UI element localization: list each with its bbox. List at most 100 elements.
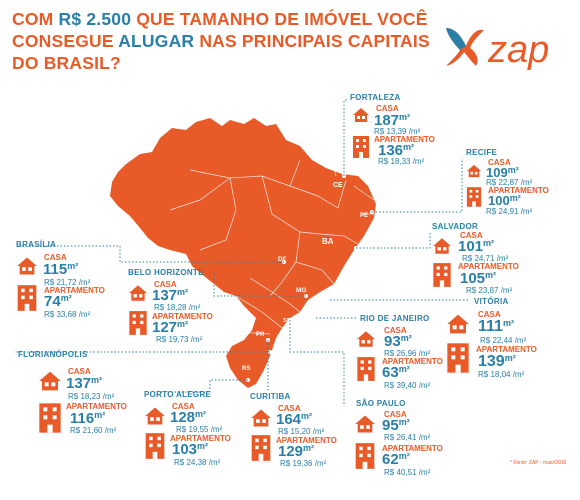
building-icon bbox=[145, 433, 165, 459]
label-casa: CASA bbox=[44, 253, 67, 262]
area-casa-vitoria: 111m² bbox=[478, 318, 514, 335]
price-apto-vitoria: R$ 18,04 /m² bbox=[478, 370, 525, 379]
area-apto-vitoria: 139m² bbox=[478, 353, 516, 370]
label-apartamento: APARTAMENTO bbox=[476, 345, 537, 354]
label-apartamento: APARTAMENTO bbox=[152, 312, 213, 321]
building-icon bbox=[466, 187, 482, 207]
house-icon bbox=[355, 415, 375, 433]
house-icon bbox=[433, 238, 451, 254]
area-apto-brasilia: 74m² bbox=[44, 293, 72, 310]
label-apartamento: APARTAMENTO bbox=[382, 357, 443, 366]
price-apto-rio: R$ 39,40 /m² bbox=[384, 381, 431, 390]
price-casa-vitoria: R$ 22,44 /m² bbox=[480, 336, 527, 345]
city-name-vitoria: VITÓRIA bbox=[474, 297, 509, 306]
house-icon bbox=[145, 407, 165, 425]
state-label-df: DF bbox=[278, 257, 286, 263]
state-label-es: ES bbox=[327, 293, 335, 299]
city-name-brasilia: BRASÍLIA bbox=[16, 240, 57, 249]
price-apto-salvador: R$ 23,87 /m² bbox=[466, 286, 513, 295]
area-casa-brasilia: 115m² bbox=[43, 261, 79, 278]
area-apto-poa: 103m² bbox=[172, 441, 209, 458]
building-icon bbox=[39, 403, 61, 433]
label-apartamento: APARTAMENTO bbox=[44, 286, 105, 295]
area-apto-sp: 62m² bbox=[382, 451, 410, 468]
price-casa-sp: R$ 26,41 /m² bbox=[384, 433, 431, 442]
price-casa-floripa: R$ 18,23 /m² bbox=[68, 392, 115, 401]
label-casa: CASA bbox=[488, 158, 511, 167]
city-name-curitiba: CURITIBA bbox=[250, 392, 291, 401]
price-apto-fortaleza: R$ 18,33 /m² bbox=[378, 157, 425, 166]
state-label-ce: CE bbox=[333, 182, 343, 189]
title-highlight-price: R$ 2.500 bbox=[58, 9, 132, 29]
price-apto-poa: R$ 24,38 /m² bbox=[174, 458, 221, 467]
city-name-floripa: FLORIANÓPOLIS bbox=[18, 350, 88, 359]
state-label-mg: MG bbox=[296, 287, 306, 294]
state-borders bbox=[169, 149, 375, 335]
price-casa-brasilia: R$ 21,72 /m² bbox=[44, 278, 91, 287]
state-label-ba: BA bbox=[322, 237, 334, 246]
price-casa-bh: R$ 18,28 /m² bbox=[154, 303, 201, 312]
price-apto-bh: R$ 19,73 /m² bbox=[156, 335, 203, 344]
brazil-shape bbox=[110, 118, 376, 388]
city-name-rio: RIO DE JANEIRO bbox=[360, 314, 430, 323]
area-casa-salvador: 101m² bbox=[458, 238, 495, 255]
city-name-bh: BELO HORIZONTE bbox=[128, 268, 204, 277]
price-casa-rio: R$ 26,96 /m² bbox=[384, 349, 431, 358]
house-icon bbox=[129, 285, 147, 301]
price-apto-sp: R$ 40,51 /m² bbox=[384, 468, 431, 477]
building-icon bbox=[447, 343, 469, 373]
source-note: * Fonte: ZAP - maio/2016 bbox=[510, 460, 567, 466]
building-icon bbox=[129, 311, 147, 335]
label-apartamento: APARTAMENTO bbox=[276, 436, 337, 445]
title-part: NAS PRINCIPAIS CAPITAIS DO BRASIL? bbox=[12, 31, 430, 73]
house-icon bbox=[17, 257, 37, 275]
price-casa-recife: R$ 22,87 /m² bbox=[486, 178, 533, 187]
building-icon bbox=[355, 443, 375, 469]
label-casa: CASA bbox=[384, 326, 407, 335]
area-apto-curitiba: 129m² bbox=[278, 443, 315, 460]
house-icon bbox=[467, 164, 481, 178]
label-casa: CASA bbox=[154, 280, 177, 289]
leader-lines bbox=[14, 99, 470, 404]
house-icon bbox=[39, 371, 61, 391]
house-icon bbox=[251, 409, 271, 427]
label-casa: CASA bbox=[278, 404, 301, 413]
building-icon bbox=[433, 263, 451, 287]
building-icon bbox=[357, 357, 375, 381]
area-casa-recife: 109m² bbox=[486, 165, 519, 180]
label-casa: CASA bbox=[460, 231, 483, 240]
label-casa: CASA bbox=[68, 367, 91, 376]
label-apartamento: APARTAMENTO bbox=[458, 262, 519, 271]
area-casa-rio: 93m² bbox=[384, 333, 412, 350]
price-casa-fortaleza: R$ 13,39 /m² bbox=[374, 127, 421, 136]
label-apartamento: APARTAMENTO bbox=[170, 434, 231, 443]
area-casa-sp: 95m² bbox=[382, 417, 410, 434]
label-casa: CASA bbox=[376, 104, 399, 113]
label-apartamento: APARTAMENTO bbox=[488, 186, 549, 195]
label-apartamento: APARTAMENTO bbox=[66, 402, 127, 411]
area-apto-recife: 100m² bbox=[488, 193, 521, 208]
area-casa-curitiba: 164m² bbox=[276, 411, 313, 428]
city-name-fortaleza: FORTALEZA bbox=[350, 93, 401, 102]
area-apto-floripa: 116m² bbox=[70, 410, 106, 427]
title-part: COM bbox=[12, 9, 54, 29]
house-icon bbox=[357, 331, 375, 347]
zap-logo-icon bbox=[446, 28, 484, 66]
area-apto-salvador: 105m² bbox=[460, 270, 497, 287]
state-label-pe: PE bbox=[360, 213, 368, 219]
price-casa-poa: R$ 19,55 /m² bbox=[176, 425, 223, 434]
building-icon bbox=[251, 435, 271, 461]
price-apto-floripa: R$ 21,60 /m² bbox=[70, 426, 117, 435]
state-label-sp: SP bbox=[283, 318, 291, 324]
area-casa-poa: 128m² bbox=[170, 409, 207, 426]
label-casa: CASA bbox=[172, 402, 195, 411]
price-casa-salvador: R$ 24,71 /m² bbox=[462, 254, 509, 263]
label-casa: CASA bbox=[384, 410, 407, 419]
price-apto-recife: R$ 24,91 /m² bbox=[486, 207, 533, 216]
house-icon bbox=[353, 108, 369, 122]
title-highlight-verb: ALUGAR bbox=[118, 31, 195, 51]
label-apartamento: APARTAMENTO bbox=[374, 135, 435, 144]
page-title: COM R$ 2.500 QUE TAMANHO DE IMÓVEL VOCÊ … bbox=[12, 8, 432, 74]
city-name-sp: SÃO PAULO bbox=[356, 399, 406, 408]
